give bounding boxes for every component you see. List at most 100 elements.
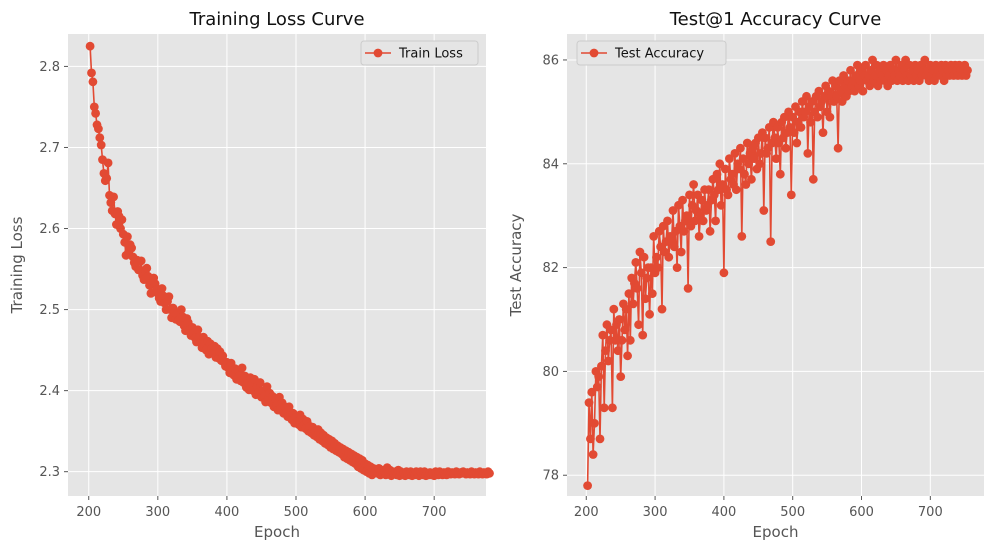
data-point [668, 206, 678, 215]
data-point [96, 140, 106, 150]
x-axis-label: Epoch [753, 523, 799, 541]
legend-label: Train Loss [398, 47, 463, 62]
data-point [678, 195, 687, 205]
y-axis-ticks: 2.3 2.4 2.5 2.6 2.7 2.8 [39, 60, 68, 480]
data-point [727, 169, 737, 179]
chart-title: Training Loss Curve [188, 9, 364, 30]
x-tick-label: 500 [780, 505, 805, 520]
data-point [623, 351, 632, 361]
y-tick-label: 2.7 [39, 141, 60, 156]
data-point [738, 154, 748, 164]
y-axis-label: Training Loss [8, 216, 26, 314]
data-point [613, 346, 623, 356]
data-point [747, 174, 756, 184]
x-tick-label: 400 [214, 505, 239, 520]
data-point [814, 86, 824, 96]
data-point [636, 268, 646, 278]
data-point [590, 418, 599, 428]
x-tick-label: 200 [76, 505, 101, 520]
data-point [755, 159, 765, 169]
data-point [176, 305, 186, 314]
data-point [715, 159, 725, 169]
data-point [94, 124, 103, 134]
data-point [740, 169, 749, 179]
data-point [652, 252, 661, 262]
data-point [599, 403, 609, 413]
y-tick-label: 84 [542, 157, 559, 172]
data-point [741, 180, 751, 189]
data-point [595, 434, 605, 444]
legend-label: Test Accuracy [614, 47, 704, 62]
data-point [255, 378, 265, 387]
data-point [657, 304, 667, 314]
x-tick-label: 200 [574, 505, 599, 520]
data-point [683, 284, 693, 293]
y-tick-label: 2.6 [39, 222, 60, 237]
test-accuracy-chart: 200 300 400 500 600 700 78 80 82 84 86 Test@1 Acc… [507, 9, 984, 541]
data-point [136, 256, 146, 266]
data-point [786, 190, 796, 200]
data-point [123, 232, 132, 242]
data-point [711, 216, 720, 226]
legend: Train Loss [360, 40, 479, 66]
data-point [846, 65, 855, 75]
y-tick-label: 2.4 [39, 384, 60, 399]
data-point [103, 158, 113, 168]
data-point [588, 450, 598, 459]
data-point [781, 143, 791, 153]
data-point [634, 320, 643, 330]
data-point [628, 299, 638, 309]
y-tick-label: 80 [542, 365, 559, 380]
data-point [731, 185, 741, 195]
data-point [95, 133, 105, 143]
data-point [632, 284, 642, 293]
data-point [744, 159, 754, 169]
data-point [583, 481, 592, 490]
data-point [625, 335, 635, 345]
data-point [88, 77, 98, 87]
data-point [664, 252, 674, 262]
data-point [87, 68, 96, 78]
data-point [609, 304, 619, 314]
data-point [736, 143, 745, 153]
data-point [697, 195, 707, 205]
data-point [737, 232, 747, 241]
data-point [760, 133, 770, 143]
data-point [803, 149, 813, 158]
data-point [813, 112, 822, 122]
data-point [796, 123, 806, 132]
y-tick-label: 86 [542, 53, 559, 68]
data-point [584, 398, 594, 407]
data-point [682, 211, 692, 221]
data-point [861, 60, 870, 70]
data-point [624, 289, 634, 298]
data-point [792, 138, 802, 148]
y-tick-label: 2.8 [39, 60, 60, 75]
data-point [663, 216, 672, 226]
data-point [679, 226, 689, 236]
data-point [759, 206, 769, 215]
data-point [284, 402, 294, 412]
data-point [631, 258, 641, 267]
data-point [704, 185, 714, 195]
x-tick-label: 500 [284, 505, 309, 520]
data-point [142, 263, 152, 273]
plot-area [567, 34, 984, 496]
data-point [818, 128, 828, 138]
data-point [639, 252, 649, 262]
training-loss-chart: 200 300 400 500 600 700 2.3 2.4 2.5 2.6 2.7 2.8 Tr… [8, 9, 494, 541]
x-axis-label: Epoch [254, 523, 300, 541]
data-point [669, 242, 679, 252]
legend: Test Accuracy [576, 40, 727, 66]
data-point [858, 86, 868, 96]
data-point [608, 403, 617, 413]
data-point [719, 268, 729, 278]
data-point [485, 468, 494, 478]
data-point [647, 289, 657, 298]
data-point [164, 292, 174, 301]
x-axis-ticks: 200 300 400 500 600 700 [76, 496, 447, 520]
data-point [85, 41, 95, 51]
data-point [775, 169, 785, 179]
y-axis-ticks: 78 80 82 84 86 [542, 53, 567, 484]
